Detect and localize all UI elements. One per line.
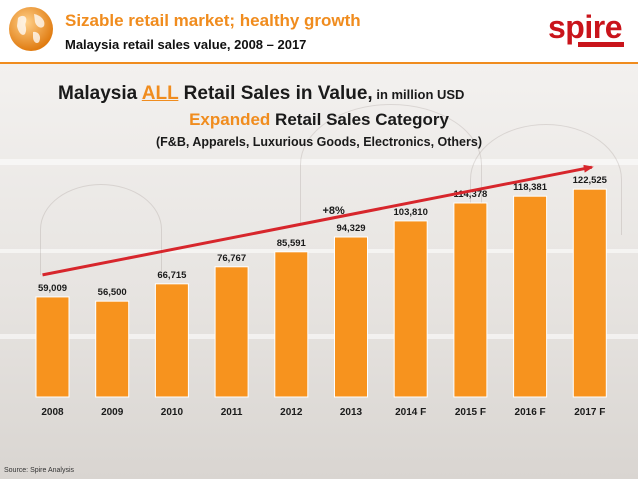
value-label-8: 118,381 — [513, 182, 548, 193]
x-tick-label-3: 2011 — [221, 407, 243, 418]
bar-0 — [35, 296, 70, 398]
bar-7 — [453, 202, 488, 398]
x-tick-label-9: 2017 F — [574, 407, 605, 418]
value-label-6: 103,810 — [394, 207, 428, 218]
source-note: Source: Spire Analysis — [4, 467, 75, 474]
value-label-9: 122,525 — [573, 175, 608, 186]
value-label-0: 59,009 — [38, 283, 67, 294]
chart-title-all: ALL — [141, 83, 179, 104]
x-tick-label-4: 2012 — [280, 407, 303, 418]
chart-category-note: (F&B, Apparels, Luxurious Goods, Electro… — [156, 135, 482, 149]
bar-8 — [513, 195, 548, 398]
logo-underline — [578, 42, 624, 47]
x-tick-label-8: 2016 F — [515, 407, 546, 418]
chart-title-post: Retail Sales in Value, — [178, 83, 373, 104]
bar-6 — [393, 220, 428, 398]
chart-title-unit: in million USD — [372, 87, 465, 102]
globe-icon — [9, 7, 53, 51]
x-tick-label-6: 2014 F — [395, 407, 426, 418]
chart-subtitle-rest: Retail Sales Category — [270, 110, 449, 129]
slide-title: Sizable retail market; healthy growth — [65, 11, 361, 30]
bar-5 — [334, 236, 368, 398]
trend-arrow — [42, 164, 594, 277]
value-label-2: 66,715 — [157, 270, 187, 281]
bars-group — [35, 188, 607, 398]
slide-header: Sizable retail market; healthy growth Ma… — [0, 0, 638, 64]
x-tick-label-1: 2009 — [101, 407, 124, 418]
chart-subtitle: Expanded Retail Sales Category — [0, 110, 638, 130]
logo-wordmark: spire — [548, 9, 622, 45]
growth-annotation: +8% — [322, 205, 345, 217]
value-label-3: 76,767 — [217, 253, 246, 264]
spire-logo: spire — [548, 9, 626, 49]
bar-2 — [154, 283, 189, 398]
x-axis-labels-group: 2008 2009 2010 2011 2012 2013 2014 F 2015 F 2016… — [41, 407, 605, 418]
value-label-4: 85,591 — [277, 238, 307, 249]
value-label-1: 56,500 — [98, 287, 127, 298]
bar-1 — [95, 300, 130, 398]
value-label-5: 94,329 — [336, 223, 365, 234]
chart-title: Malaysia ALL Retail Sales in Value, in m… — [58, 83, 464, 105]
chart-title-pre: Malaysia — [58, 83, 142, 104]
slide-subtitle: Malaysia retail sales value, 2008 – 2017 — [65, 37, 307, 52]
bar-3 — [214, 266, 249, 398]
x-tick-label-5: 2013 — [340, 407, 363, 418]
x-tick-label-0: 2008 — [41, 407, 64, 418]
bar-9 — [572, 188, 607, 398]
x-tick-label-2: 2010 — [161, 407, 184, 418]
chart-subtitle-highlight: Expanded — [189, 110, 271, 129]
value-label-7: 114,378 — [453, 189, 487, 200]
value-labels-group: 59,009 56,500 66,715 76,767 85,591 94,329 103,… — [38, 175, 608, 298]
bar-4 — [274, 251, 309, 398]
x-tick-label-7: 2015 F — [455, 407, 486, 418]
